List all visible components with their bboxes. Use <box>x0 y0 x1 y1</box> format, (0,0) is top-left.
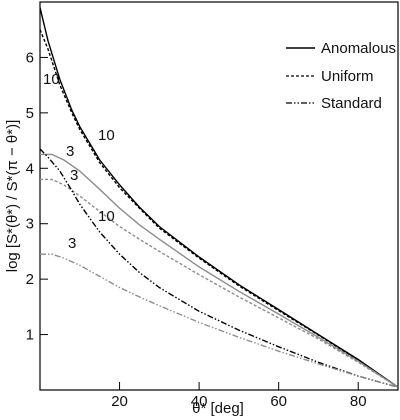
annotation-group: 10 10 3 3 10 3 <box>43 71 115 252</box>
curve-annotation-3: 3 <box>70 167 78 184</box>
y-tick-label: 6 <box>26 49 34 66</box>
y-tick-label: 2 <box>26 271 34 288</box>
series-line-1 <box>39 29 399 388</box>
legend-label-standard: Standard <box>321 95 382 112</box>
curve-annotation-2: 3 <box>66 143 74 160</box>
plot-frame <box>39 1 399 391</box>
y-tick-label: 5 <box>26 105 34 122</box>
legend: Anomalous Uniform Standard <box>286 40 396 112</box>
y-tick-label: 1 <box>26 327 34 344</box>
y-axis-label: log [S*(θ*) / S*(π − θ*)] <box>4 120 21 273</box>
tick-group: 20 40 60 80 1 2 3 4 5 6 <box>26 49 367 410</box>
series-line-5 <box>40 253 399 388</box>
curve-annotation-5: 3 <box>68 235 76 252</box>
legend-label-anomalous: Anomalous <box>321 40 396 57</box>
curve-annotation-1: 10 <box>43 71 60 88</box>
x-tick-label: 20 <box>111 393 128 410</box>
curve-annotation-0: 10 <box>98 127 115 144</box>
curve-annotation-4: 10 <box>98 208 115 225</box>
y-tick-label: 3 <box>26 216 34 233</box>
series-line-3 <box>40 178 399 388</box>
x-tick-label: 60 <box>270 393 287 410</box>
x-tick-label: 40 <box>191 393 208 410</box>
series-line-4 <box>39 148 399 388</box>
series-group <box>39 7 399 388</box>
y-tick-label: 4 <box>26 160 34 177</box>
x-tick-label: 80 <box>350 393 367 410</box>
x-axis-label: θ* [deg] <box>192 400 244 417</box>
legend-label-uniform: Uniform <box>321 68 374 85</box>
series-line-2 <box>40 153 399 388</box>
